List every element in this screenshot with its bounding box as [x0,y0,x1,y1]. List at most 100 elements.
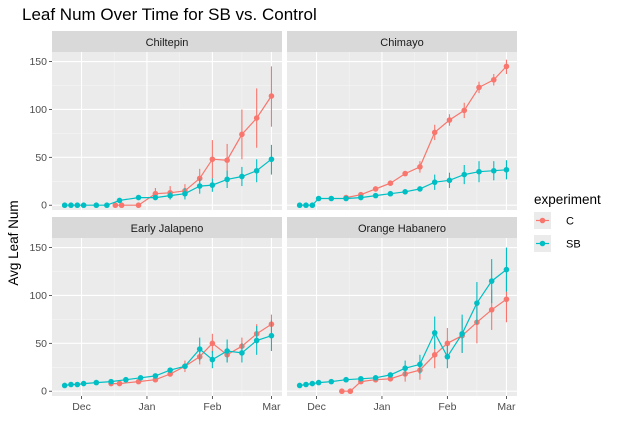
data-point [196,183,203,189]
data-point [224,348,230,354]
data-point [402,365,408,372]
y-tick-label: 0 [41,386,47,398]
data-point [372,375,379,381]
data-point [343,376,349,383]
x-tick-label: Feb [438,401,456,413]
facet-strip [287,217,517,238]
series-c [343,59,510,201]
data-point [446,117,453,123]
y-tick-label: 50 [35,152,47,164]
data-point [444,340,451,347]
data-point [74,202,81,209]
data-point [488,278,495,284]
data-point [116,197,123,204]
legend: experiment C SB [534,192,601,252]
data-point [68,202,74,209]
legend-key-c: C [534,212,574,229]
data-point [137,375,144,381]
data-point [431,330,438,336]
data-point [296,202,303,209]
data-point [503,166,510,173]
data-point [503,266,510,273]
data-point [303,202,309,209]
data-point [417,164,423,170]
data-point [108,378,114,385]
facet-strip-label: Chiltepin [146,37,189,49]
data-point [152,376,159,383]
data-point [61,382,68,389]
data-point [358,194,364,201]
data-point [474,300,480,306]
panel-background [52,52,282,210]
data-point [135,194,142,201]
data-point [488,307,495,313]
data-point [490,76,497,83]
data-point [209,356,216,363]
data-point [93,202,100,209]
data-point [461,171,468,178]
data-point [309,202,316,209]
data-point [315,195,322,202]
data-point [74,381,81,388]
data-point [387,375,394,382]
data-point [343,195,349,202]
data-point [446,177,453,184]
x-tick-label: Feb [203,401,221,413]
data-point [431,352,438,358]
data-point [328,378,335,385]
data-point [387,190,394,197]
data-point [402,189,408,195]
data-point [476,168,482,175]
data-point [328,195,335,202]
data-point [182,363,188,370]
facet-orange-habanero: Orange Habanero Dec Jan Feb Mar [287,217,517,413]
data-point [315,379,322,386]
data-point [239,131,245,138]
data-point [167,367,173,373]
legend-key-sb: SB [534,235,581,252]
data-point [253,167,260,174]
data-point [224,176,230,183]
data-point [431,179,438,186]
series-line [111,323,272,385]
series-sb [61,144,275,209]
data-point [135,202,142,209]
legend-label-c: C [566,216,574,228]
data-point [239,173,245,180]
facet-strip-label: Chimayo [380,37,423,49]
data-point [104,202,110,209]
y-tick-label: 150 [29,242,47,254]
data-point [503,296,510,303]
legend-title: experiment [534,192,601,207]
data-point [358,375,364,382]
series-sb [61,320,275,389]
data-point [118,202,125,209]
facet-panels: Chiltepin 0 50 100 150 Chimayo Early Jalapeno 0… [29,31,517,413]
data-point [182,190,188,197]
facet-chiltepin: Chiltepin 0 50 100 150 [29,31,282,212]
series-line [115,95,272,206]
data-point [80,380,87,387]
data-point [112,202,119,209]
data-point [93,379,100,386]
data-point [296,382,303,389]
data-point [268,156,275,163]
data-point [68,381,74,388]
data-point [239,350,245,356]
y-tick-label: 100 [29,290,47,302]
data-point [224,157,230,164]
x-tick-label: Dec [307,401,326,413]
chart-title: Leaf Num Over Time for SB vs. Control [22,5,317,24]
data-point [303,381,309,388]
data-point [309,380,316,387]
data-point [417,186,423,192]
y-axis-title: Avg Leaf Num [6,200,21,285]
data-point [209,340,216,347]
x-tick-label: Jan [373,401,390,413]
data-point [116,380,123,387]
data-point [209,182,216,188]
data-point [387,180,394,186]
y-tick-label: 50 [35,338,47,350]
facet-chimayo: Chimayo [287,31,517,210]
data-point [123,376,129,383]
